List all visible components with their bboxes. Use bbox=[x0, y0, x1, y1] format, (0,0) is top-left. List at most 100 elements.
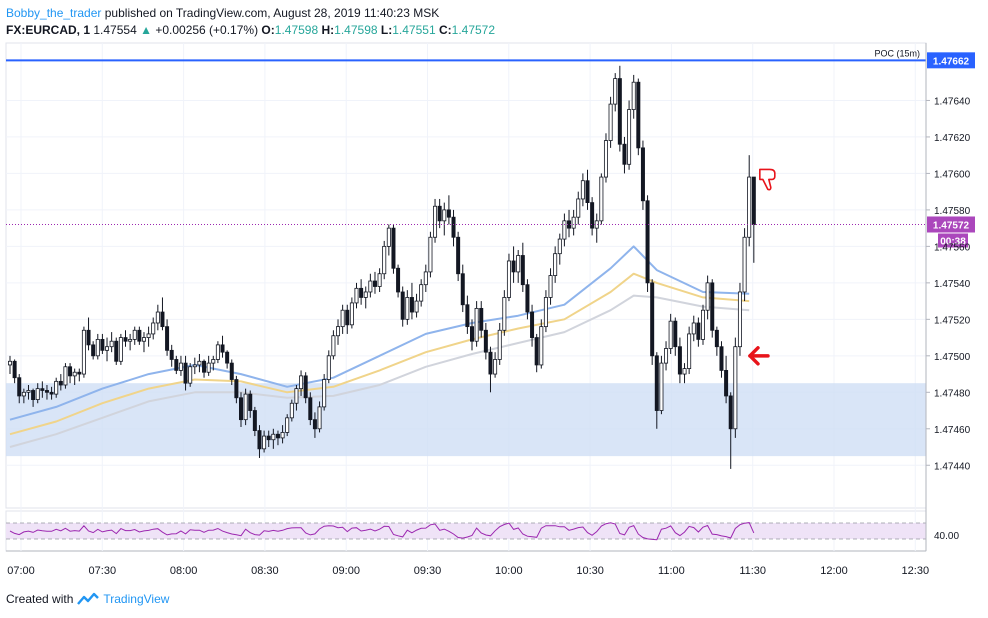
high-label: H: bbox=[321, 23, 335, 37]
candle-body bbox=[691, 322, 696, 335]
candle bbox=[631, 74, 636, 119]
candle-body bbox=[308, 397, 313, 421]
y-tick-label: 1.47440 bbox=[934, 461, 971, 472]
candle bbox=[359, 279, 364, 305]
candle-body bbox=[571, 216, 576, 229]
candle bbox=[719, 341, 724, 378]
candle bbox=[460, 264, 465, 313]
open-value: 1.47598 bbox=[274, 23, 319, 37]
candle bbox=[659, 355, 664, 415]
x-tick-label: 11:00 bbox=[658, 565, 685, 577]
candle-body bbox=[35, 388, 40, 400]
low-label: L: bbox=[380, 23, 393, 37]
candle-body bbox=[664, 348, 669, 364]
candle-body bbox=[617, 78, 622, 145]
tradingview-logo-icon bbox=[77, 592, 100, 605]
candle-body bbox=[428, 236, 433, 273]
candle-body bbox=[728, 395, 733, 430]
price-change: +0.00256 (+0.17%) bbox=[155, 23, 259, 37]
candle bbox=[451, 209, 456, 247]
candle bbox=[91, 341, 96, 360]
candle bbox=[506, 253, 511, 302]
candle bbox=[705, 275, 710, 320]
candle bbox=[479, 301, 484, 338]
candle-body bbox=[534, 337, 539, 366]
candle-body bbox=[701, 309, 706, 340]
candle bbox=[594, 213, 599, 243]
candle-body bbox=[553, 253, 558, 276]
candle-body bbox=[188, 366, 193, 384]
candle-body bbox=[345, 309, 350, 326]
candle-body bbox=[742, 236, 747, 293]
candle-body bbox=[100, 338, 105, 351]
candle bbox=[345, 304, 350, 334]
y-tick-label: 1.47560 bbox=[934, 242, 971, 253]
candle bbox=[128, 333, 133, 351]
candle bbox=[266, 430, 271, 448]
candle bbox=[26, 385, 31, 400]
candle bbox=[433, 198, 438, 243]
candle bbox=[54, 377, 59, 398]
candle bbox=[225, 350, 230, 369]
candle-body bbox=[174, 359, 179, 371]
candle-body bbox=[645, 200, 650, 284]
tradingview-link[interactable]: TradingView bbox=[103, 592, 170, 606]
candle-body bbox=[368, 280, 373, 293]
candle bbox=[322, 374, 327, 411]
x-tick-label: 12:30 bbox=[902, 565, 930, 577]
candle-body bbox=[469, 326, 474, 342]
candle bbox=[493, 352, 498, 378]
x-tick-label: 10:00 bbox=[495, 565, 523, 577]
rsi-pane bbox=[6, 522, 926, 541]
y-tick-label: 1.47480 bbox=[934, 388, 971, 399]
candle bbox=[349, 297, 354, 329]
candle bbox=[636, 78, 641, 156]
candle-body bbox=[77, 371, 82, 375]
candle bbox=[664, 341, 669, 371]
author-link[interactable]: Bobby_the_trader bbox=[6, 6, 102, 20]
open-label: O: bbox=[261, 23, 275, 37]
candle bbox=[747, 155, 752, 247]
x-tick-label: 07:30 bbox=[89, 565, 117, 577]
candle-body bbox=[72, 371, 77, 377]
candle bbox=[442, 202, 447, 236]
candle-body bbox=[95, 338, 100, 357]
candle bbox=[525, 279, 530, 320]
candle-body bbox=[382, 245, 387, 275]
candle bbox=[377, 268, 382, 292]
candle bbox=[650, 279, 655, 365]
candle-body bbox=[299, 375, 304, 390]
candle bbox=[68, 363, 73, 384]
candle-body bbox=[405, 297, 410, 320]
candle bbox=[419, 279, 424, 307]
candle bbox=[109, 332, 114, 353]
candle bbox=[696, 317, 701, 347]
candle bbox=[557, 233, 562, 265]
candle bbox=[534, 333, 539, 373]
last-price: 1.47554 bbox=[93, 23, 137, 37]
candle-body bbox=[105, 346, 110, 351]
candle bbox=[543, 290, 548, 333]
candle-body bbox=[340, 309, 345, 328]
candle-body bbox=[160, 311, 165, 328]
rsi-line bbox=[9, 522, 755, 541]
candle bbox=[562, 213, 567, 247]
candle bbox=[49, 386, 54, 400]
candle bbox=[336, 319, 341, 345]
level-lines: POC (15m) 1.47662 1.47572 00:38 bbox=[6, 48, 975, 248]
candle bbox=[714, 326, 719, 356]
candle bbox=[206, 355, 211, 376]
candle-body bbox=[682, 368, 687, 375]
candle bbox=[63, 363, 68, 389]
candle-body bbox=[151, 322, 156, 335]
candle-body bbox=[312, 419, 317, 430]
candle bbox=[234, 375, 239, 404]
candle-body bbox=[423, 271, 428, 286]
candle-body bbox=[465, 304, 470, 328]
candle bbox=[539, 319, 544, 369]
candle-body bbox=[215, 344, 220, 360]
candle bbox=[137, 326, 142, 345]
candle-body bbox=[220, 344, 225, 353]
candle-body bbox=[12, 360, 17, 379]
